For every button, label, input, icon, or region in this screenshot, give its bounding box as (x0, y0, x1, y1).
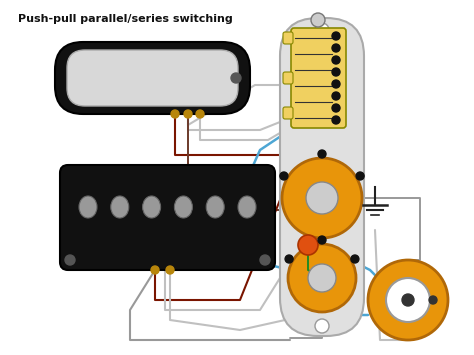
Ellipse shape (79, 196, 97, 218)
Circle shape (356, 172, 364, 180)
Circle shape (332, 32, 340, 40)
Circle shape (332, 116, 340, 124)
Circle shape (171, 110, 179, 118)
Circle shape (332, 44, 340, 52)
FancyBboxPatch shape (55, 42, 250, 114)
Circle shape (332, 92, 340, 100)
Circle shape (184, 110, 192, 118)
Circle shape (386, 278, 430, 322)
Circle shape (315, 23, 329, 37)
Circle shape (311, 13, 325, 27)
Circle shape (166, 266, 174, 274)
Circle shape (288, 244, 356, 312)
Text: Push-pull parallel/series switching: Push-pull parallel/series switching (18, 14, 233, 24)
Circle shape (351, 255, 359, 263)
Circle shape (65, 255, 75, 265)
FancyBboxPatch shape (60, 165, 275, 270)
FancyBboxPatch shape (67, 50, 238, 106)
Circle shape (298, 235, 318, 255)
Circle shape (282, 158, 362, 238)
FancyBboxPatch shape (283, 72, 293, 84)
Ellipse shape (111, 196, 129, 218)
Circle shape (231, 73, 241, 83)
Ellipse shape (143, 196, 161, 218)
Circle shape (151, 266, 159, 274)
Circle shape (332, 104, 340, 112)
FancyBboxPatch shape (291, 28, 346, 128)
Ellipse shape (238, 196, 256, 218)
Circle shape (285, 255, 293, 263)
Circle shape (318, 236, 326, 244)
FancyBboxPatch shape (283, 107, 293, 119)
Circle shape (368, 260, 448, 340)
Circle shape (332, 80, 340, 88)
Ellipse shape (174, 196, 192, 218)
Circle shape (332, 68, 340, 76)
Ellipse shape (206, 196, 224, 218)
Circle shape (318, 150, 326, 158)
Circle shape (332, 56, 340, 64)
Circle shape (280, 172, 288, 180)
Circle shape (260, 255, 270, 265)
Circle shape (429, 296, 437, 304)
FancyBboxPatch shape (283, 32, 293, 44)
Circle shape (308, 264, 336, 292)
Circle shape (402, 294, 414, 306)
Circle shape (306, 182, 338, 214)
FancyBboxPatch shape (280, 18, 364, 336)
Circle shape (196, 110, 204, 118)
Circle shape (315, 319, 329, 333)
